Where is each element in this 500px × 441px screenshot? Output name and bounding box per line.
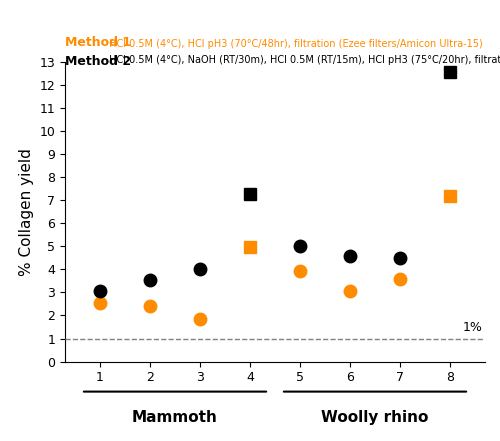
Text: Method 1: Method 1 (65, 36, 131, 49)
Text: Woolly rhino: Woolly rhino (322, 410, 428, 425)
Text: HCl 0.5M (4°C), NaOH (RT/30m), HCl 0.5M (RT/15m), HCl pH3 (75°C/20hr), filtratio: HCl 0.5M (4°C), NaOH (RT/30m), HCl 0.5M … (106, 55, 500, 65)
Text: HCl 0.5M (4°C), HCl pH3 (70°C/48hr), filtration (Ezee filters/Amicon Ultra-15): HCl 0.5M (4°C), HCl pH3 (70°C/48hr), fil… (106, 38, 483, 49)
Text: Method 2: Method 2 (65, 55, 131, 68)
Text: Mammoth: Mammoth (132, 410, 218, 425)
Text: 1%: 1% (462, 321, 482, 334)
Y-axis label: % Collagen yield: % Collagen yield (19, 148, 34, 276)
